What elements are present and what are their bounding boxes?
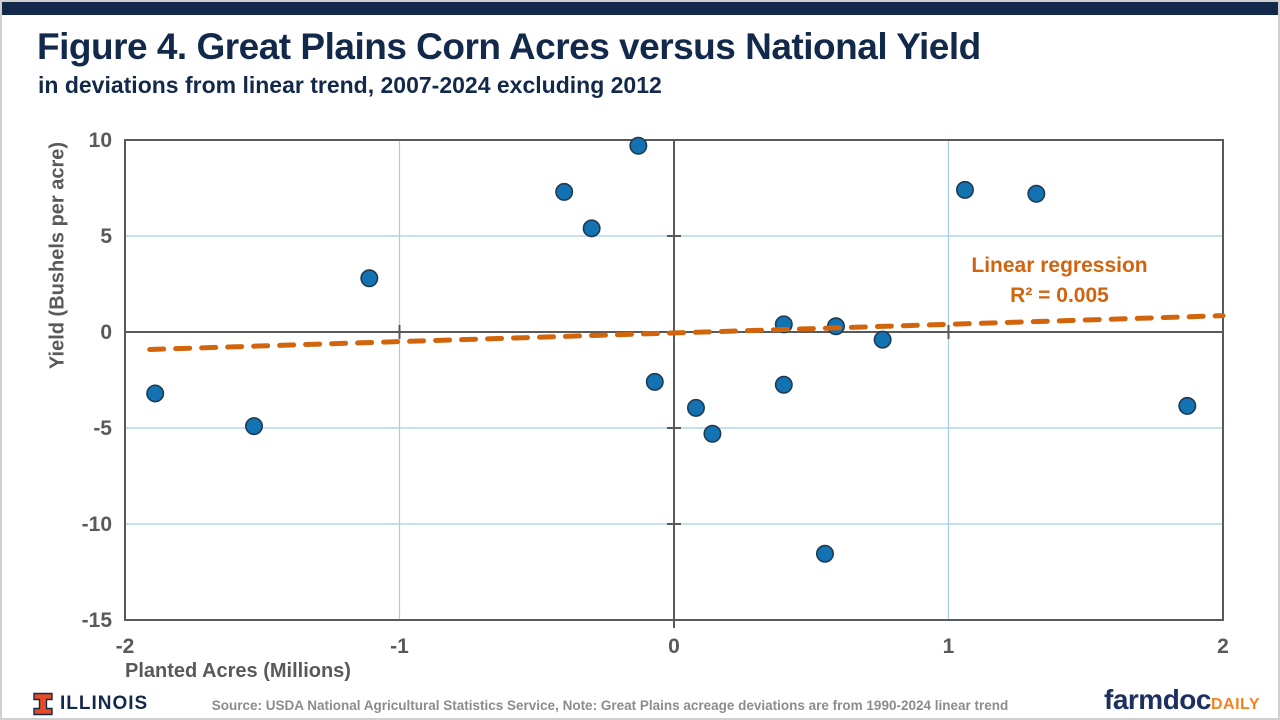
x-axis-title: Planted Acres (Millions) xyxy=(125,660,351,682)
illinois-block-i-logo xyxy=(33,692,53,716)
data-point xyxy=(815,544,834,563)
trendline-r2-value: R² = 0.005 xyxy=(1010,284,1109,307)
top-accent-bar xyxy=(2,2,1278,15)
y-axis-title: Yield (Bushels per acre) xyxy=(46,141,69,370)
x-tick-label: 1 xyxy=(943,635,955,658)
data-point xyxy=(955,180,974,199)
figure-title: Figure 4. Great Plains Corn Acres versus… xyxy=(37,26,981,67)
y-tick-label: 5 xyxy=(100,225,112,248)
data-point xyxy=(645,372,664,391)
data-point xyxy=(1027,184,1046,203)
data-point xyxy=(360,269,379,288)
data-point xyxy=(1178,396,1197,415)
daily-brand-text: DAILY xyxy=(1210,696,1260,713)
x-tick-label: 2 xyxy=(1217,635,1229,658)
data-point xyxy=(555,182,574,201)
x-tick-label: -1 xyxy=(390,635,409,658)
y-tick-label: 10 xyxy=(89,129,112,152)
data-point xyxy=(774,375,793,394)
figure-subtitle: in deviations from linear trend, 2007-20… xyxy=(38,72,662,98)
data-point xyxy=(245,417,264,436)
x-tick-label: -2 xyxy=(116,635,135,658)
trendline-annotation: Linear regression R² = 0.005 xyxy=(947,251,1172,311)
block-i-shape xyxy=(33,692,53,716)
trend-line xyxy=(147,313,1226,352)
data-point xyxy=(686,398,705,417)
farmdoc-brand-text: farmdoc xyxy=(1104,684,1211,715)
trendline-label: Linear regression xyxy=(971,254,1148,277)
x-tick-label: 0 xyxy=(668,635,680,658)
y-tick-label: -15 xyxy=(82,609,113,632)
y-tick-label: -5 xyxy=(93,417,112,440)
y-tick-label: -10 xyxy=(82,513,112,536)
farmdoc-daily-logo: farmdocDAILY xyxy=(1104,684,1260,716)
data-point xyxy=(629,136,648,155)
data-point xyxy=(582,219,601,238)
y-tick-label: 0 xyxy=(100,321,112,344)
data-point xyxy=(703,424,722,443)
illinois-wordmark: ILLINOIS xyxy=(60,693,149,714)
source-note: Source: USDA National Agricultural Stati… xyxy=(211,698,1009,713)
data-point xyxy=(146,384,165,403)
data-point xyxy=(873,330,892,349)
